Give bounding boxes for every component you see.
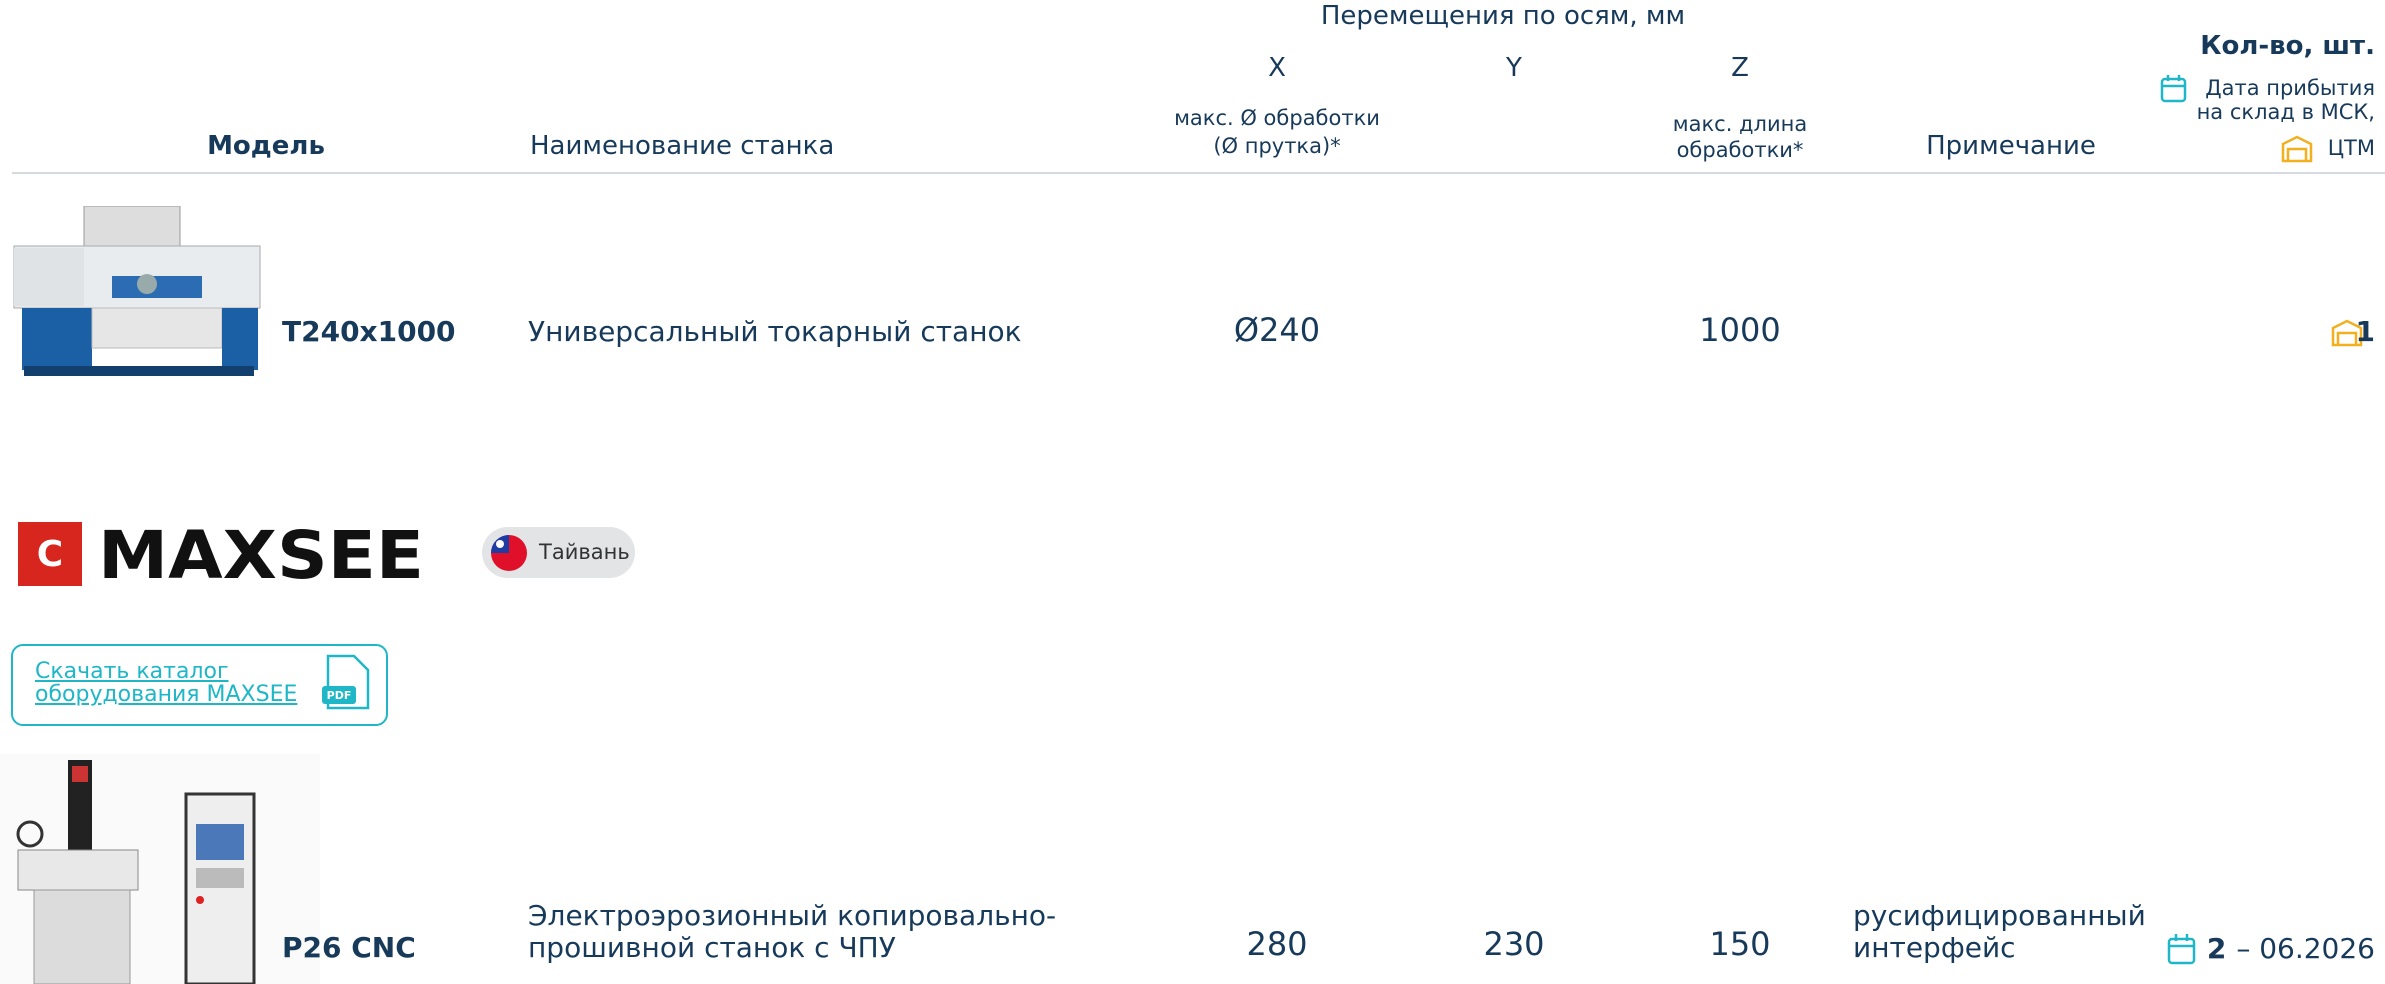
- calendar-icon: [2167, 933, 2196, 964]
- machine-name: Универсальный токарный станок: [528, 315, 1022, 348]
- warehouse-icon: [2281, 135, 2313, 163]
- z-note: макс. длина: [1672, 112, 1808, 136]
- machine-name: Электроэрозионный копировально-: [528, 899, 1057, 932]
- logo-text: MAXSEE: [98, 520, 424, 588]
- qty: 1: [2355, 315, 2375, 348]
- z-value: 150: [1709, 925, 1771, 963]
- date-note: на склад в МСК,: [2196, 100, 2375, 124]
- header-rule: [12, 172, 2385, 174]
- warehouse-icon: [2331, 319, 2363, 347]
- axis-z: Z: [1731, 53, 1749, 83]
- y-value: 230: [1483, 925, 1545, 963]
- axis-y: Y: [1506, 53, 1522, 83]
- catalog-link[interactable]: Скачать каталог оборудования MAXSEE: [35, 659, 298, 708]
- z-value: 1000: [1699, 311, 1781, 349]
- machine-name: прошивной станок с ЧПУ: [528, 931, 896, 964]
- calendar-icon: [2160, 75, 2187, 103]
- remark: интерфейс: [1853, 931, 2016, 964]
- remark-header: Примечание: [1926, 131, 2096, 161]
- country: Тайвань: [539, 540, 630, 564]
- flag-taiwan: [491, 535, 527, 571]
- model: P26 CNC: [282, 931, 416, 964]
- brand-logo: C MAXSEE: [18, 520, 424, 588]
- x-note: (Ø прутка)*: [1213, 134, 1341, 158]
- pdf-icon: PDF: [322, 654, 370, 710]
- x-note: макс. Ø обработки: [1174, 106, 1380, 130]
- qty-date: 2 – 06.2026: [2167, 932, 2375, 965]
- warehouse: ЦТМ: [2327, 136, 2375, 160]
- axis-x: X: [1268, 53, 1286, 83]
- axes-title: Перемещения по осям, мм: [1320, 1, 1686, 31]
- model-header: Модель: [207, 131, 325, 161]
- logo-mark: C: [37, 534, 63, 575]
- catalog-button[interactable]: [11, 644, 388, 726]
- remark: русифицированный: [1853, 899, 2146, 932]
- edm-image: [0, 754, 320, 984]
- qty-header: Кол-во, шт.: [2200, 31, 2375, 61]
- date-note: Дата прибытия: [2205, 76, 2375, 100]
- x-value: Ø240: [1233, 311, 1321, 349]
- pdf-label: PDF: [327, 689, 352, 702]
- arrival-date: – 06.2026: [2236, 932, 2375, 965]
- z-note: обработки*: [1676, 138, 1804, 162]
- model: T240x1000: [282, 315, 456, 348]
- lathe-image: [12, 206, 264, 378]
- qty: 2: [2206, 932, 2227, 965]
- name-header: Наименование станка: [530, 131, 835, 161]
- x-value: 280: [1246, 925, 1308, 963]
